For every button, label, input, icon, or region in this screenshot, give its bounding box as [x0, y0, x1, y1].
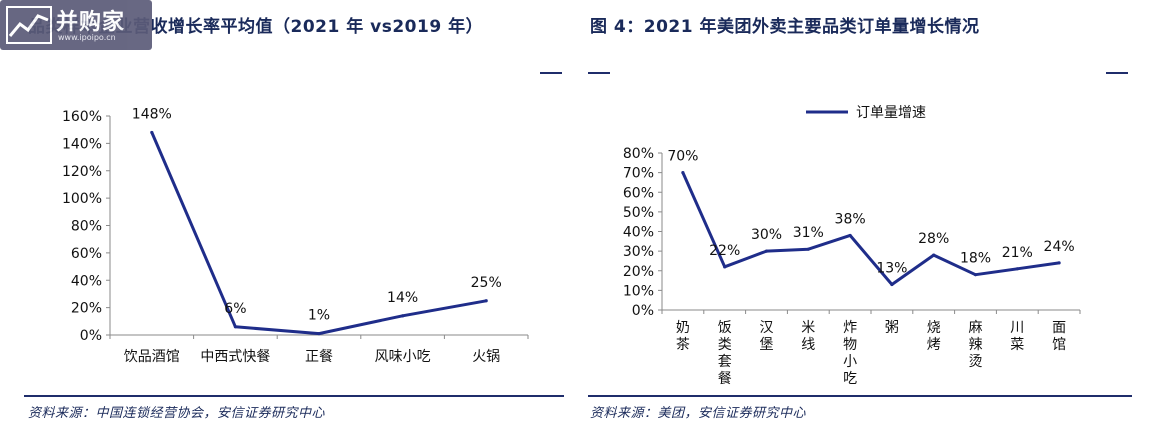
category-label: 茶 — [676, 337, 690, 353]
y-tick-label: 120% — [62, 164, 102, 180]
category-label: 正餐 — [305, 349, 333, 365]
category-label: 粥 — [885, 319, 899, 336]
series-line — [681, 171, 1060, 286]
y-tick-label: 40% — [623, 225, 654, 241]
right-source: 资料来源：美团，安信证券研究中心 — [590, 406, 807, 421]
data-point — [317, 332, 321, 336]
category-label: 烤 — [927, 337, 941, 353]
category-label: 线 — [801, 337, 815, 353]
y-tick-label: 70% — [623, 166, 654, 182]
data-point — [233, 325, 237, 329]
data-label: 24% — [1044, 239, 1075, 255]
y-tick-label: 40% — [71, 273, 102, 289]
watermark-logo: 并购家 www.ipoipo.cn — [0, 0, 152, 50]
data-label: 70% — [667, 149, 698, 165]
category-label: 小 — [843, 354, 857, 370]
data-point — [401, 314, 405, 318]
data-point — [932, 253, 936, 257]
bottom-rule — [24, 395, 564, 397]
title-rule — [540, 72, 562, 74]
data-label: 38% — [835, 211, 866, 227]
data-label: 22% — [709, 243, 740, 259]
category-label: 辣 — [969, 337, 983, 353]
y-tick-label: 160% — [62, 109, 102, 125]
y-tick-label: 140% — [62, 136, 102, 152]
chart-logo-icon — [6, 6, 52, 44]
category-label: 麻 — [969, 320, 983, 336]
y-tick-label: 60% — [71, 246, 102, 262]
category-label: 饭 — [718, 320, 732, 336]
y-tick-label: 80% — [623, 146, 654, 162]
series-line — [150, 131, 487, 336]
category-label: 物 — [843, 337, 857, 353]
category-label: 米 — [801, 320, 815, 336]
y-tick-label: 10% — [623, 283, 654, 299]
data-label: 18% — [960, 251, 991, 267]
y-tick-label: 80% — [71, 219, 102, 235]
watermark-text: 并购家 — [56, 10, 126, 35]
category-label: 菜 — [1010, 337, 1024, 353]
data-label: 14% — [387, 290, 418, 306]
category-label: 餐 — [718, 371, 732, 387]
data-label: 13% — [876, 260, 907, 276]
y-tick-label: 100% — [62, 191, 102, 207]
data-label: 28% — [918, 231, 949, 247]
data-label: 21% — [1002, 245, 1033, 261]
category-label: 堡 — [760, 337, 774, 353]
data-label: 31% — [793, 225, 824, 241]
category-label: 烫 — [969, 354, 983, 370]
y-tick-label: 60% — [623, 185, 654, 201]
y-tick-label: 50% — [623, 205, 654, 221]
data-point — [150, 130, 154, 135]
left-line-chart: 0% 20% 40% 60% 80% 100% 120% 140% 160% 148% 6% 1% 14… — [62, 106, 529, 365]
data-label: 30% — [751, 227, 782, 243]
title-rule — [588, 72, 610, 74]
data-label: 6% — [224, 301, 246, 317]
data-point — [681, 171, 685, 175]
bottom-rule — [588, 395, 1132, 397]
left-panel: 品类样本企业营收增长率平均值（2021 年 vs2019 年） 0% 20% 40%… — [24, 17, 564, 421]
y-tick-label: 0% — [80, 328, 102, 344]
data-point — [806, 247, 810, 251]
y-tick-label: 20% — [623, 264, 654, 280]
data-point — [1057, 261, 1061, 265]
title-rule — [1106, 72, 1128, 74]
right-chart-title: 图 4：2021 年美团外卖主要品类订单量增长情况 — [590, 17, 980, 37]
category-label: 馆 — [1052, 337, 1066, 353]
watermark-url: www.ipoipo.cn — [58, 33, 116, 42]
category-label: 奶 — [676, 320, 690, 336]
left-source: 资料来源：中国连锁经营协会，安信证券研究中心 — [28, 406, 326, 421]
category-label: 火锅 — [472, 349, 500, 365]
data-label: 25% — [471, 275, 502, 291]
data-point — [484, 299, 488, 303]
y-tick-label: 0% — [632, 303, 654, 319]
data-point — [1015, 267, 1019, 271]
category-label: 川 — [1010, 320, 1024, 336]
category-label: 汉 — [760, 320, 774, 336]
category-label: 吃 — [843, 371, 857, 387]
category-label: 套 — [718, 354, 732, 370]
category-label: 饮品酒馆 — [124, 349, 180, 365]
legend-label: 订单量增速 — [856, 105, 926, 121]
category-label: 风味小吃 — [375, 349, 431, 365]
data-label: 148% — [132, 106, 172, 122]
data-point — [764, 249, 769, 253]
data-label: 1% — [308, 308, 330, 324]
category-label: 炸 — [843, 320, 857, 336]
category-label: 烧 — [927, 320, 941, 336]
data-point — [848, 233, 852, 238]
category-label: 中西式快餐 — [200, 349, 270, 365]
right-line-chart: 0% 10% 20% 30% 40% 50% 60% 70% 80% 70% 22% 30% 31% 38… — [623, 105, 1081, 387]
data-point — [973, 273, 978, 277]
data-point — [723, 265, 727, 269]
category-label: 类 — [718, 337, 732, 353]
data-point — [890, 282, 894, 287]
category-label: 面 — [1052, 320, 1066, 336]
right-panel: 图 4：2021 年美团外卖主要品类订单量增长情况 0% 10% 20% 30% 40%… — [580, 0, 1154, 441]
y-tick-label: 20% — [71, 301, 102, 317]
y-tick-label: 30% — [623, 244, 654, 260]
